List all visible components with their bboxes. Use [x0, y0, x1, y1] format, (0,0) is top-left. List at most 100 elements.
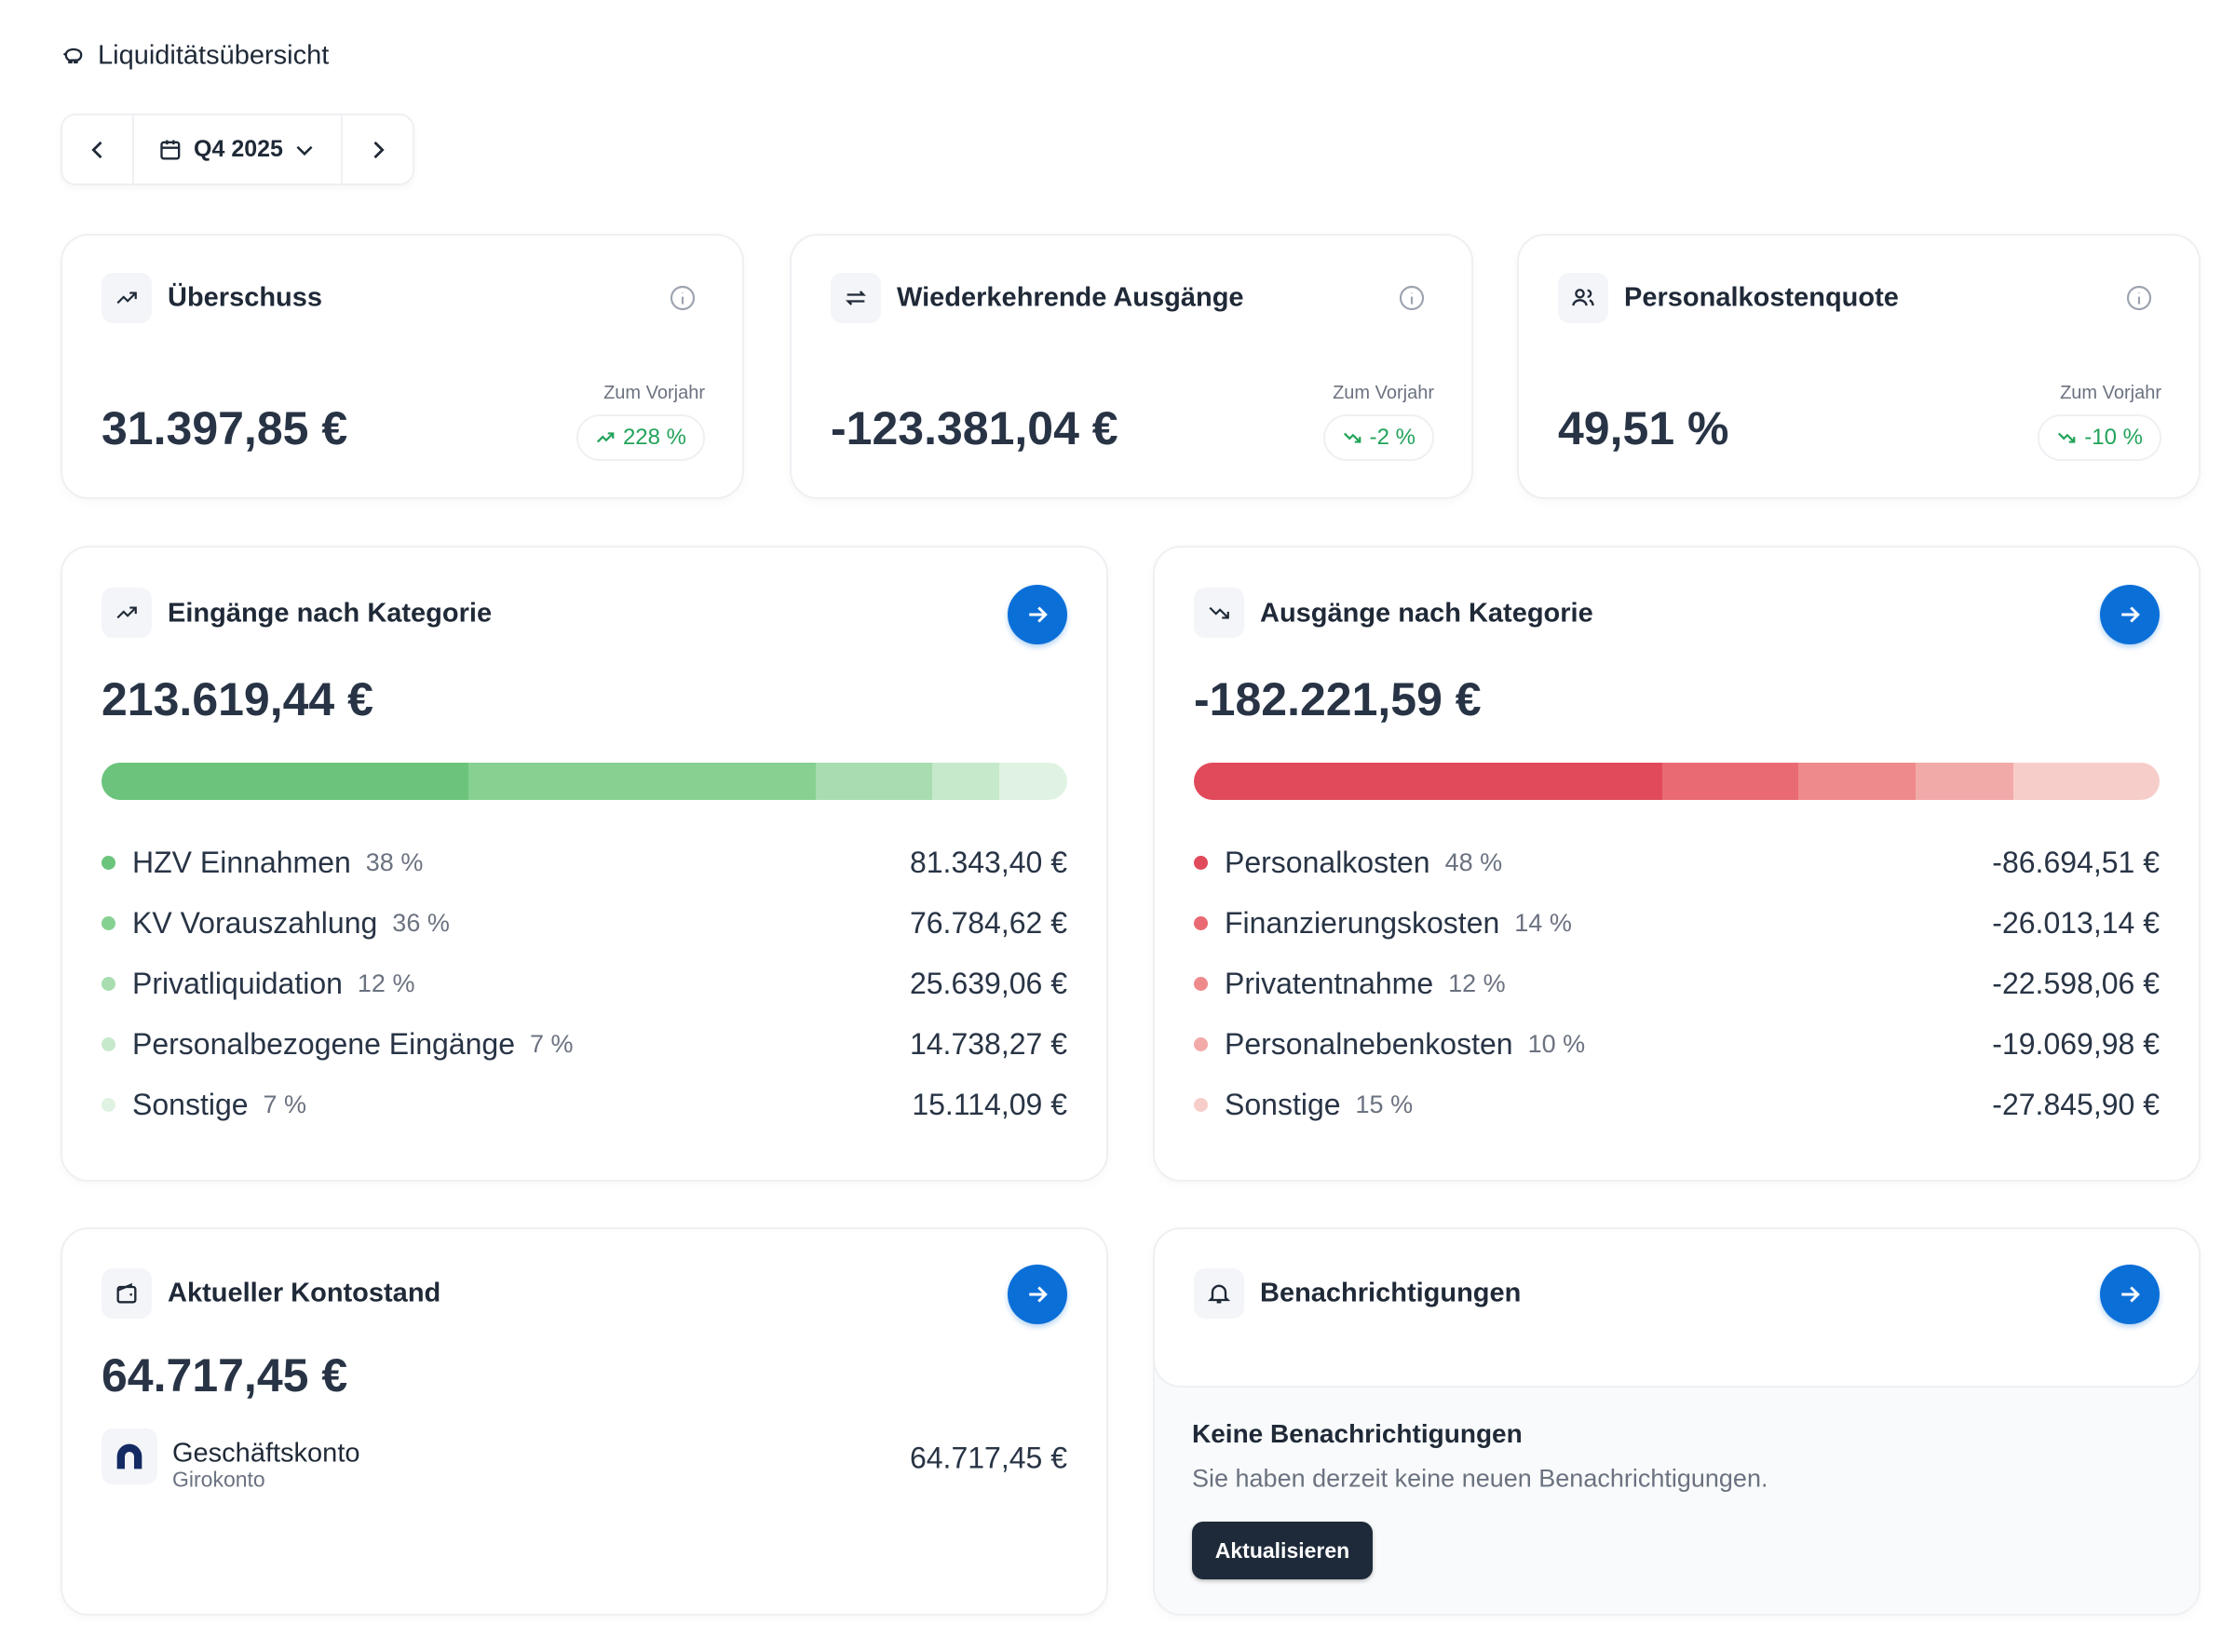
change-badge: -2 %: [1322, 414, 1434, 461]
kpi-icon: [831, 273, 881, 323]
empty-title: Keine Benachrichtigungen: [1192, 1419, 1523, 1448]
stacked-bar: [1194, 763, 2160, 800]
category-label: Finanzierungskosten: [1225, 905, 1500, 940]
account-name: Geschäftskonto: [172, 1438, 360, 1469]
period-dropdown[interactable]: Q4 2025: [134, 115, 343, 183]
category-amount: -27.845,90 €: [1992, 1087, 2160, 1121]
comparison-label: Zum Vorjahr: [2060, 383, 2161, 403]
category-row: Privatentnahme 12 % -22.598,06 €: [1194, 960, 2160, 1007]
category-label: KV Vorauszahlung: [132, 905, 378, 940]
category-amount: 25.639,06 €: [909, 966, 1067, 1000]
category-share: 14 %: [1514, 908, 1572, 937]
bar-segment: [468, 763, 817, 800]
legend-dot: [1194, 976, 1208, 991]
bar-segment: [1661, 763, 1799, 800]
legend-dot: [102, 976, 115, 991]
category-label: Sonstige: [132, 1087, 249, 1121]
stacked-bar: [102, 763, 1067, 800]
category-row: Personalnebenkosten 10 % -19.069,98 €: [1194, 1021, 2160, 1067]
kpi-title: Wiederkehrende Ausgänge: [897, 282, 1244, 313]
change-value: 228 %: [622, 425, 686, 450]
page-title: Liquiditätsübersicht: [98, 40, 330, 71]
category-label: Sonstige: [1225, 1087, 1341, 1121]
legend-dot: [1194, 1036, 1208, 1051]
kpi-value: 31.397,85 €: [102, 402, 348, 454]
balance-total: 64.717,45 €: [102, 1349, 348, 1401]
info-icon[interactable]: [1397, 283, 1427, 318]
kpi-value: -123.381,04 €: [831, 402, 1118, 454]
bar-segment: [1916, 763, 2013, 800]
category-share: 48 %: [1444, 847, 1503, 876]
category-label: Personalkosten: [1225, 845, 1430, 879]
legend-dot: [102, 1036, 115, 1051]
open-button[interactable]: [2100, 585, 2160, 644]
category-row: HZV Einnahmen 38 % 81.343,40 €: [102, 839, 1067, 886]
bar-segment: [816, 763, 932, 800]
card-icon: [102, 1268, 152, 1319]
category-row: Personalbezogene Eingänge 7 % 14.738,27 …: [102, 1021, 1067, 1067]
next-period[interactable]: [343, 115, 413, 183]
empty-text: Sie haben derzeit keine neuen Benachrich…: [1192, 1464, 1768, 1493]
category-amount: 76.784,62 €: [909, 905, 1067, 940]
category-row: Sonstige 15 % -27.845,90 €: [1194, 1081, 2160, 1128]
legend-dot: [102, 1097, 115, 1112]
prev-period[interactable]: [62, 115, 134, 183]
period-selector: Q4 2025: [61, 114, 414, 185]
kpi-icon: [102, 273, 152, 323]
category-share: 38 %: [365, 847, 424, 876]
kpi-title: Personalkostenquote: [1624, 282, 1899, 313]
category-share: 36 %: [392, 908, 450, 937]
legend-dot: [1194, 1097, 1208, 1112]
card-title: Benachrichtigungen: [1260, 1278, 1522, 1308]
bank-logo: [102, 1429, 157, 1484]
card-icon: [1194, 1268, 1244, 1319]
refresh-button[interactable]: Aktualisieren: [1192, 1522, 1373, 1579]
category-label: Personalbezogene Eingänge: [132, 1026, 515, 1061]
category-share: 10 %: [1527, 1029, 1586, 1058]
open-button[interactable]: [2100, 1265, 2160, 1324]
comparison-label: Zum Vorjahr: [1333, 383, 1434, 403]
card-title: Ausgänge nach Kategorie: [1260, 598, 1593, 629]
kpi-value: 49,51 %: [1558, 402, 1729, 454]
category-row: Privatliquidation 12 % 25.639,06 €: [102, 960, 1067, 1007]
bar-segment: [1798, 763, 1917, 800]
bar-segment: [1194, 763, 1662, 800]
category-label: Personalnebenkosten: [1225, 1026, 1513, 1061]
notifications-card: Benachrichtigungen Keine Benachrichtigun…: [1153, 1227, 2201, 1616]
legend-dot: [102, 855, 115, 870]
category-row: Personalkosten 48 % -86.694,51 €: [1194, 839, 2160, 886]
change-value: -10 %: [2084, 425, 2143, 450]
category-amount: 15.114,09 €: [912, 1087, 1067, 1121]
kpi-card: Wiederkehrende Ausgänge -123.381,04 € Zu…: [790, 234, 1473, 499]
category-row: KV Vorauszahlung 36 % 76.784,62 €: [102, 900, 1067, 946]
category-label: HZV Einnahmen: [132, 845, 351, 879]
card-icon: [1194, 588, 1244, 638]
category-row: Sonstige 7 % 15.114,09 €: [102, 1081, 1067, 1128]
change-badge: -10 %: [2038, 414, 2161, 461]
category-share: 12 %: [1448, 968, 1506, 997]
balance-card: Aktueller Kontostand 64.717,45 € Geschäf…: [61, 1227, 1108, 1616]
category-amount: -86.694,51 €: [1992, 845, 2160, 879]
info-icon[interactable]: [2124, 283, 2154, 318]
category-amount: -19.069,98 €: [1992, 1026, 2160, 1061]
bar-segment: [102, 763, 469, 800]
category-card: Eingänge nach Kategorie 213.619,44 € HZV…: [61, 546, 1108, 1182]
change-value: -2 %: [1369, 425, 1416, 450]
category-share: 15 %: [1355, 1090, 1414, 1118]
card-total: 213.619,44 €: [102, 673, 373, 725]
period-label: Q4 2025: [194, 136, 283, 162]
change-badge: 228 %: [576, 414, 705, 461]
account-amount: 64.717,45 €: [909, 1441, 1067, 1475]
category-label: Privatliquidation: [132, 966, 343, 1000]
legend-dot: [1194, 915, 1208, 930]
category-row: Finanzierungskosten 14 % -26.013,14 €: [1194, 900, 2160, 946]
category-amount: -26.013,14 €: [1992, 905, 2160, 940]
info-icon[interactable]: [668, 283, 698, 318]
card-total: -182.221,59 €: [1194, 673, 1482, 725]
kpi-card: Personalkostenquote 49,51 % Zum Vorjahr …: [1517, 234, 2201, 499]
category-share: 7 %: [530, 1029, 574, 1058]
legend-dot: [1194, 855, 1208, 870]
open-button[interactable]: [1008, 1265, 1067, 1324]
open-button[interactable]: [1008, 585, 1067, 644]
